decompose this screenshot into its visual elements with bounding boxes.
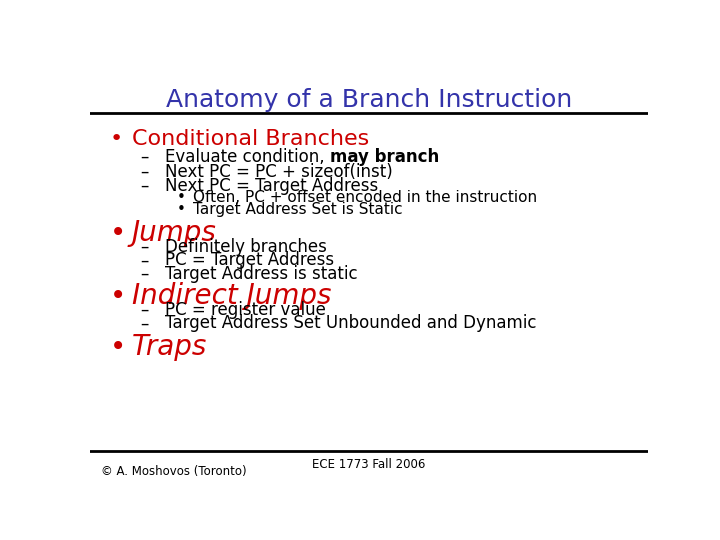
Text: Anatomy of a Branch Instruction: Anatomy of a Branch Instruction — [166, 87, 572, 112]
Text: •: • — [176, 191, 185, 205]
Text: Conditional Branches: Conditional Branches — [132, 129, 369, 149]
Text: –: – — [140, 148, 148, 166]
Text: PC = Target Address: PC = Target Address — [166, 252, 335, 269]
Text: –: – — [140, 252, 148, 269]
Text: ECE 1773 Fall 2006: ECE 1773 Fall 2006 — [312, 458, 426, 471]
Text: –: – — [140, 301, 148, 319]
Text: PC = register value: PC = register value — [166, 301, 326, 319]
Text: Next PC = Target Address: Next PC = Target Address — [166, 177, 379, 195]
Text: may branch: may branch — [330, 148, 439, 166]
Text: Indirect Jumps: Indirect Jumps — [132, 282, 331, 310]
Text: •: • — [109, 219, 126, 247]
Text: Definitely branches: Definitely branches — [166, 238, 327, 256]
Text: Target Address Set Unbounded and Dynamic: Target Address Set Unbounded and Dynamic — [166, 314, 537, 332]
Text: Jumps: Jumps — [132, 219, 217, 247]
Text: Target Address Set is Static: Target Address Set is Static — [193, 202, 403, 217]
Text: •: • — [176, 202, 185, 217]
Text: •: • — [109, 282, 126, 310]
Text: –: – — [140, 314, 148, 332]
Text: Next PC = PC + sizeof(inst): Next PC = PC + sizeof(inst) — [166, 163, 393, 180]
Text: –: – — [140, 163, 148, 180]
Text: •: • — [109, 333, 126, 361]
Text: Evaluate condition,: Evaluate condition, — [166, 148, 330, 166]
Text: –: – — [140, 177, 148, 195]
Text: –: – — [140, 238, 148, 256]
Text: Traps: Traps — [132, 333, 207, 361]
Text: •: • — [109, 129, 123, 149]
Text: –: – — [140, 265, 148, 283]
Text: © A. Moshovos (Toronto): © A. Moshovos (Toronto) — [101, 465, 247, 478]
Text: Target Address is static: Target Address is static — [166, 265, 358, 283]
Text: Often, PC + offset encoded in the instruction: Often, PC + offset encoded in the instru… — [193, 191, 537, 205]
